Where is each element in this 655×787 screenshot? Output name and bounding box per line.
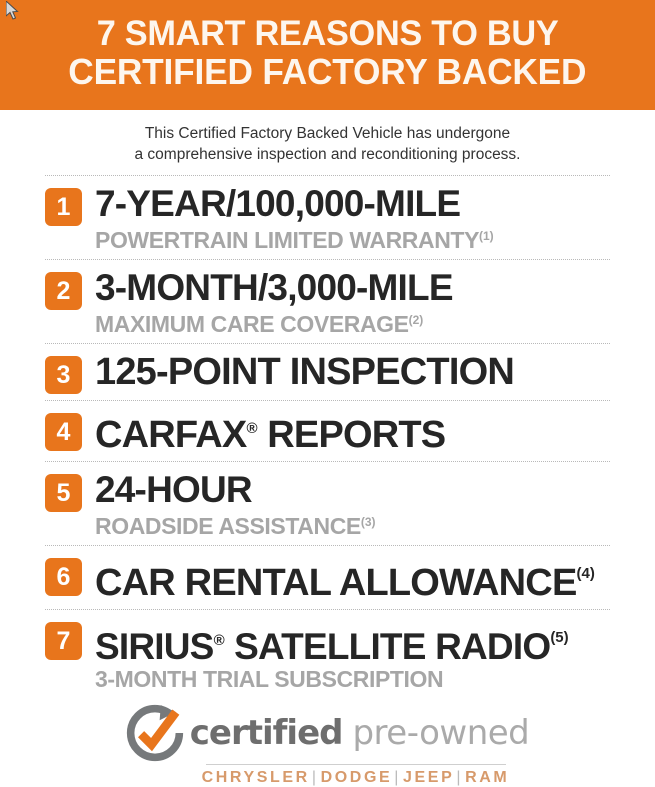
- reason-subline-text: MAXIMUM CARE COVERAGE: [95, 311, 409, 337]
- logo-word-certified: certified: [189, 713, 344, 753]
- reason-text: CAR RENTAL ALLOWANCE(4): [95, 554, 610, 603]
- registered-trademark-icon: ®: [213, 632, 225, 649]
- reason-text: 3-MONTH/3,000-MILE MAXIMUM CARE COVERAGE…: [95, 268, 610, 338]
- reason-headline-text: CARFAX: [95, 414, 247, 456]
- reason-row: 1 7-YEAR/100,000-MILE POWERTRAIN LIMITED…: [45, 177, 610, 259]
- reason-headline-superscript: (4): [576, 565, 595, 582]
- brand-jeep: JEEP: [403, 769, 455, 786]
- logo-word-preowned: pre-owned: [352, 713, 530, 753]
- reason-row: 2 3-MONTH/3,000-MILE MAXIMUM CARE COVERA…: [45, 261, 610, 343]
- reason-text: 125-POINT INSPECTION: [95, 352, 610, 392]
- reason-row: 7 SIRIUS® SATELLITE RADIO(5) 3-MONTH TRI…: [45, 611, 610, 698]
- reason-text: 7-YEAR/100,000-MILE POWERTRAIN LIMITED W…: [95, 184, 610, 254]
- reason-row: 5 24-HOUR ROADSIDE ASSISTANCE(3): [45, 463, 610, 545]
- divider: [45, 400, 610, 402]
- registered-trademark-icon: ®: [246, 420, 258, 437]
- reason-row: 3 125-POINT INSPECTION: [45, 345, 610, 400]
- reason-headline: CAR RENTAL ALLOWANCE(4): [95, 554, 610, 603]
- reason-subline-text: 3-MONTH TRIAL SUBSCRIPTION: [95, 666, 444, 692]
- reason-headline-text-cont: SATELLITE RADIO: [224, 626, 551, 667]
- reason-subline: 3-MONTH TRIAL SUBSCRIPTION: [95, 666, 610, 692]
- reason-headline-text: 24-HOUR: [95, 469, 253, 510]
- reason-headline-text: 3-MONTH/3,000-MILE: [95, 267, 454, 308]
- reason-text: CARFAX® REPORTS: [95, 409, 610, 455]
- reason-headline: SIRIUS® SATELLITE RADIO(5): [95, 618, 610, 667]
- brand-separator: |: [394, 769, 402, 786]
- reason-number-badge: 5: [45, 474, 82, 512]
- reason-number-badge: 4: [45, 413, 82, 451]
- subtitle: This Certified Factory Backed Vehicle ha…: [0, 110, 655, 175]
- subtitle-line-1: This Certified Factory Backed Vehicle ha…: [144, 125, 511, 142]
- reason-text: SIRIUS® SATELLITE RADIO(5) 3-MONTH TRIAL…: [95, 618, 610, 693]
- circular-arrow-check-icon: [126, 704, 183, 762]
- reason-headline-superscript: (5): [550, 629, 569, 646]
- reason-number-badge: 6: [45, 558, 82, 596]
- reason-subline: ROADSIDE ASSISTANCE(3): [95, 509, 610, 539]
- reason-subline-superscript: (2): [408, 313, 424, 327]
- reason-headline: 125-POINT INSPECTION: [95, 352, 610, 392]
- reason-number-badge: 1: [45, 188, 82, 226]
- brand-separator: |: [311, 769, 319, 786]
- header-title-line-2: CERTIFIED FACTORY BACKED: [68, 51, 587, 92]
- reason-number-badge: 2: [45, 272, 82, 310]
- reason-subline-superscript: (1): [479, 229, 494, 243]
- reason-headline: 7-YEAR/100,000-MILE: [95, 184, 610, 224]
- header-title-line-1: 7 SMART REASONS TO BUY: [96, 14, 559, 53]
- brand-dodge: DODGE: [320, 769, 393, 786]
- divider: [45, 259, 610, 261]
- reason-headline-text: 125-POINT INSPECTION: [95, 351, 515, 393]
- reason-subline-text: POWERTRAIN LIMITED WARRANTY: [95, 227, 480, 253]
- reason-headline-text: SIRIUS: [95, 626, 214, 667]
- reason-headline: 3-MONTH/3,000-MILE: [95, 268, 610, 308]
- reason-headline: 24-HOUR: [95, 470, 610, 510]
- reason-headline-text-cont: REPORTS: [257, 414, 446, 456]
- brand-chrysler: CHRYSLER: [201, 769, 310, 786]
- reason-subline-text: ROADSIDE ASSISTANCE: [95, 513, 361, 539]
- reason-number-badge: 7: [45, 622, 82, 660]
- divider: [45, 545, 610, 547]
- divider: [45, 609, 610, 611]
- reason-text: 24-HOUR ROADSIDE ASSISTANCE(3): [95, 470, 610, 540]
- subtitle-line-2: a comprehensive inspection and reconditi…: [134, 146, 521, 163]
- reasons-list: 1 7-YEAR/100,000-MILE POWERTRAIN LIMITED…: [0, 175, 655, 698]
- brand-ram: RAM: [465, 769, 510, 786]
- header-banner: 7 SMART REASONS TO BUY CERTIFIED FACTORY…: [0, 0, 655, 110]
- divider: [45, 461, 610, 463]
- reason-headline-text: 7-YEAR/100,000-MILE: [95, 183, 461, 224]
- logo-wordmark: certified pre-owned: [190, 713, 530, 753]
- reason-row: 6 CAR RENTAL ALLOWANCE(4): [45, 547, 610, 609]
- divider: [45, 175, 610, 177]
- footer-logo: certified pre-owned CHRYSLER | DODGE | JEEP | R…: [0, 704, 655, 787]
- divider: [45, 343, 610, 345]
- brand-divider: [205, 764, 506, 765]
- reason-subline-superscript: (3): [360, 515, 376, 529]
- reason-number-badge: 3: [45, 356, 82, 394]
- reason-headline-text: CAR RENTAL ALLOWANCE: [95, 562, 577, 604]
- brand-list: CHRYSLER | DODGE | JEEP | RAM: [202, 769, 510, 787]
- reason-row: 4 CARFAX® REPORTS: [45, 402, 610, 461]
- reason-headline: CARFAX® REPORTS: [95, 409, 610, 455]
- logo-row: certified pre-owned: [126, 704, 530, 762]
- reason-subline: POWERTRAIN LIMITED WARRANTY(1): [95, 223, 610, 253]
- brand-separator: |: [456, 769, 464, 786]
- reason-subline: MAXIMUM CARE COVERAGE(2): [95, 307, 610, 337]
